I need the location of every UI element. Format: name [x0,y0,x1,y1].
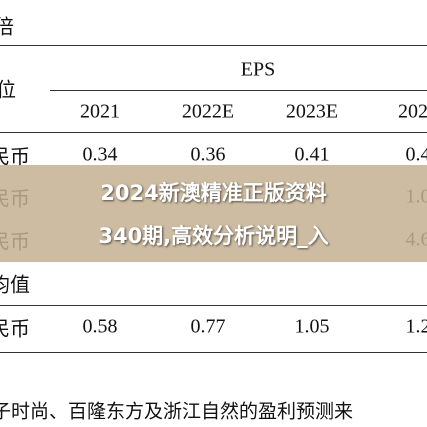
cell: 0.4 [405,143,427,166]
column-header: 2024 [398,100,427,123]
cell: 1.2 [405,315,427,338]
row-label: 民币 [0,146,30,169]
cell: 0.34 [82,143,118,166]
rule [0,45,427,46]
column-header: 2021 [80,100,120,123]
overlay-text: 2024新澳精准正版资料 [100,181,327,205]
overlay-text: 340期,高效分析说明_入 [98,224,329,248]
rule [0,305,427,306]
rule [50,90,427,91]
overlay-banner: 2024新澳精准正版资料 340期,高效分析说明_入 [0,165,427,262]
cell: 0.36 [190,143,226,166]
cell: 0.58 [82,315,118,338]
column-header: 2022E [181,100,235,123]
group-header: EPS [240,58,276,81]
row-label: 民币 [0,318,30,341]
top-label: 倍 [0,16,14,39]
unit-label: 位 [0,79,16,102]
rule [0,132,427,133]
cell: 0.77 [190,315,226,338]
column-header: 2023E [285,100,339,123]
cell: 1.05 [294,315,330,338]
cell: 0.41 [294,143,330,166]
rule [0,352,427,353]
section-label: 均值 [0,274,30,297]
footnote: 子时尚、百隆东方及浙江自然的盈利预测来 [0,401,354,423]
